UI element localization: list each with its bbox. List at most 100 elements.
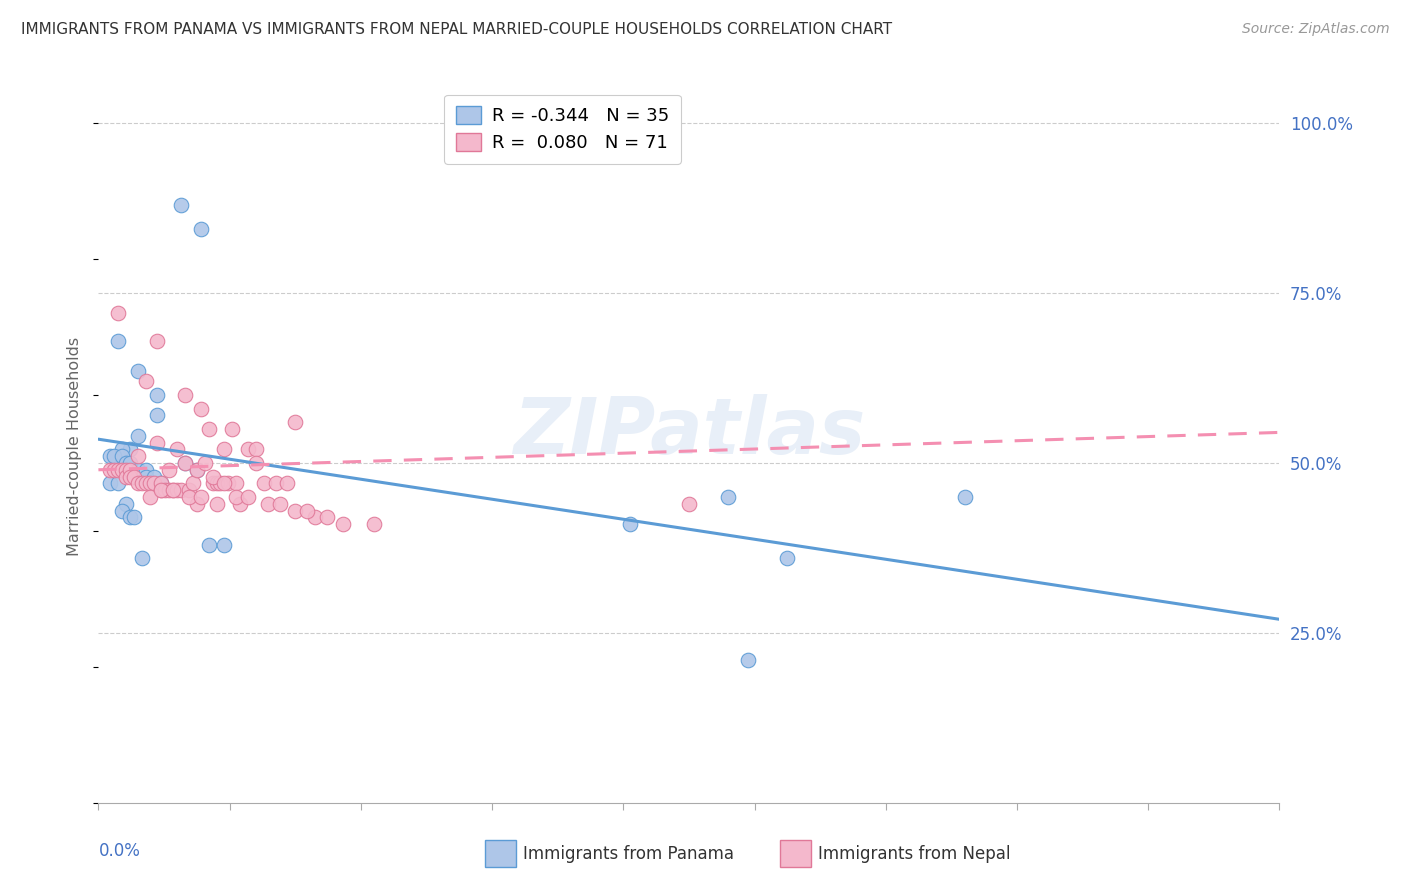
Point [118,510,141,524]
Point [166,483,188,498]
Point [127,463,149,477]
Point [98,476,121,491]
Point [111,503,134,517]
Point [737,653,759,667]
Point [118,442,141,457]
Text: IMMIGRANTS FROM PANAMA VS IMMIGRANTS FROM NEPAL MARRIED-COUPLE HOUSEHOLDS CORREL: IMMIGRANTS FROM PANAMA VS IMMIGRANTS FRO… [21,22,893,37]
Point [146,388,169,402]
Point [225,490,247,504]
Point [98,463,121,477]
Point [186,463,208,477]
Point [245,456,267,470]
Text: Immigrants from Panama: Immigrants from Panama [523,845,734,863]
Point [214,537,236,551]
Point [225,476,247,491]
Point [111,449,134,463]
Point [186,497,208,511]
Point [135,469,157,483]
Point [190,490,212,504]
Point [103,463,125,477]
Point [295,503,318,517]
Point [174,388,197,402]
Point [214,476,236,491]
Point [197,537,219,551]
Point [264,476,287,491]
Point [131,476,153,491]
Point [127,476,149,491]
Point [162,483,184,498]
Point [146,334,169,348]
Legend: R = -0.344   N = 35, R =  0.080   N = 71: R = -0.344 N = 35, R = 0.080 N = 71 [444,95,681,164]
Point [157,483,180,498]
Point [276,476,298,491]
Y-axis label: Married-couple Households: Married-couple Households [67,336,83,556]
Point [315,510,337,524]
Point [253,476,276,491]
Point [166,442,188,457]
Point [150,483,173,498]
Point [98,449,121,463]
Point [619,517,641,532]
Point [103,449,125,463]
Point [256,497,278,511]
Point [111,463,134,477]
Point [115,497,138,511]
Point [177,483,200,498]
Point [118,463,141,477]
Point [190,401,212,416]
Point [135,476,157,491]
Point [118,469,141,483]
Point [107,476,129,491]
Point [194,456,217,470]
Point [146,435,169,450]
Point [131,551,153,566]
Text: Source: ZipAtlas.com: Source: ZipAtlas.com [1241,22,1389,37]
Point [174,456,197,470]
Point [236,490,259,504]
Text: ZIPatlas: ZIPatlas [513,393,865,470]
Point [146,409,169,423]
Point [205,476,228,491]
Point [332,517,354,532]
Point [678,497,700,511]
Point [142,469,165,483]
Point [107,334,129,348]
Point [157,463,180,477]
Point [177,490,200,504]
Point [181,476,204,491]
Point [127,364,149,378]
Point [107,306,129,320]
Point [150,483,173,498]
Point [115,463,138,477]
Point [122,469,145,483]
Point [162,483,184,498]
Point [111,442,134,457]
Point [142,476,165,491]
Point [236,442,259,457]
Point [953,490,976,504]
Point [304,510,326,524]
Point [174,456,197,470]
Point [201,469,224,483]
Point [122,510,145,524]
Point [150,476,173,491]
Point [209,476,232,491]
Point [269,497,291,511]
Point [217,476,239,491]
Point [115,469,138,483]
Point [205,497,228,511]
Point [284,415,307,429]
Text: 0.0%: 0.0% [98,842,141,860]
Point [118,456,141,470]
Point [135,463,157,477]
Point [221,422,243,436]
Point [214,442,236,457]
Point [363,517,385,532]
Point [127,429,149,443]
Point [284,503,307,517]
Point [190,221,212,235]
Point [127,449,149,463]
Point [170,198,193,212]
Point [138,476,160,491]
Text: Immigrants from Nepal: Immigrants from Nepal [818,845,1011,863]
